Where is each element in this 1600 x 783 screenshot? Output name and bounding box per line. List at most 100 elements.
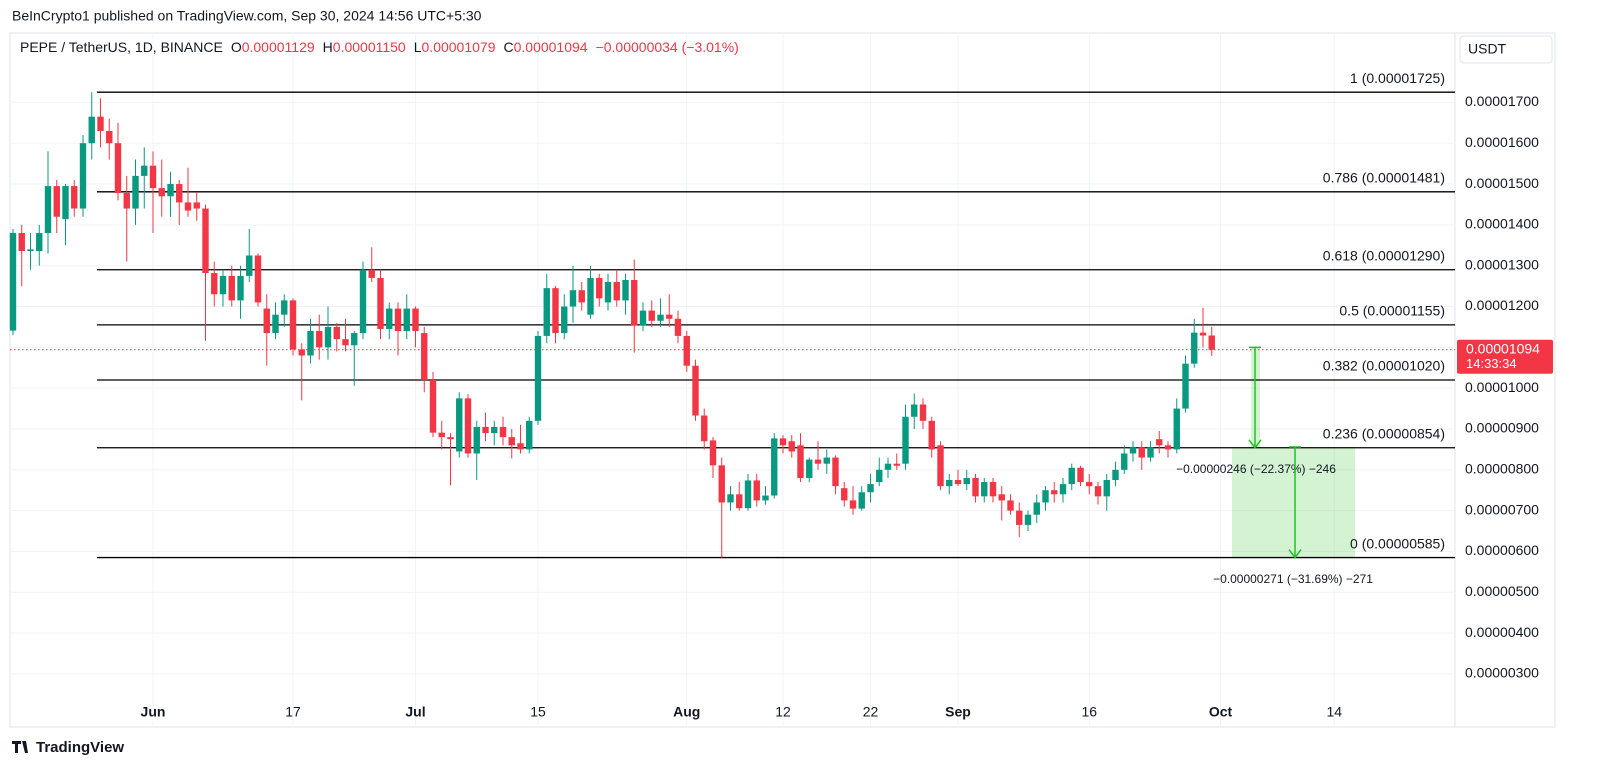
- candle-body: [1033, 502, 1040, 515]
- y-tick-label: 0.00000700: [1465, 501, 1539, 517]
- candle-body: [701, 415, 708, 442]
- candle-body: [867, 484, 874, 493]
- candle-body: [421, 333, 428, 380]
- candle-body: [351, 333, 358, 346]
- candle-body: [963, 477, 970, 485]
- ohlc-key: L: [414, 39, 422, 55]
- candle-body: [438, 432, 445, 438]
- ohlc-value: 0.00001129: [242, 39, 315, 55]
- candle-body: [211, 273, 218, 295]
- candle-body: [806, 459, 813, 478]
- candle-body: [176, 184, 183, 203]
- candle-body: [893, 463, 900, 466]
- candle-body: [1086, 482, 1093, 487]
- x-tick-label: 22: [863, 704, 879, 720]
- y-tick-label: 0.00000900: [1465, 420, 1539, 436]
- candle-body: [106, 130, 113, 144]
- candle-body: [79, 143, 87, 209]
- currency-box[interactable]: [1459, 35, 1553, 64]
- candle-body: [876, 469, 883, 483]
- candle-body: [683, 335, 690, 366]
- candle-body: [736, 494, 743, 509]
- candle-body: [36, 233, 43, 251]
- candle-body: [902, 416, 909, 464]
- candle-body: [832, 457, 839, 487]
- candle-body: [919, 404, 927, 421]
- candle-body: [491, 426, 498, 434]
- candle-body: [123, 193, 130, 209]
- candle-body: [989, 482, 997, 497]
- candle-body: [727, 494, 734, 503]
- candle-body: [911, 404, 918, 417]
- candle-body: [377, 277, 384, 329]
- fib-label: 0.5 (0.00001155): [1339, 303, 1445, 319]
- candle-body: [1051, 490, 1058, 495]
- y-tick-label: 0.00000800: [1465, 461, 1539, 477]
- y-tick-label: 0.00000300: [1465, 665, 1539, 681]
- y-tick-label: 0.00001700: [1465, 93, 1539, 109]
- candle-body: [456, 398, 463, 452]
- y-tick-label: 0.00001500: [1465, 175, 1539, 191]
- candle-body: [1059, 484, 1067, 495]
- countdown: 14:33:34: [1466, 356, 1517, 371]
- candle-body: [1199, 332, 1207, 336]
- candle-body: [9, 233, 17, 331]
- candle-body: [359, 269, 367, 334]
- candle-body: [631, 279, 638, 326]
- candle-body: [386, 308, 393, 329]
- candle-body: [403, 308, 410, 332]
- candle-body: [841, 488, 848, 501]
- price-box: [1457, 339, 1553, 374]
- candle-body: [578, 290, 585, 303]
- candle-body: [709, 440, 717, 466]
- candle-body: [972, 477, 979, 497]
- candle-body: [771, 438, 778, 496]
- symbol: PEPE / TetherUS, 1D, BINANCE: [20, 39, 223, 55]
- measure-label: −0.00000246 (−22.37%) −246: [1176, 462, 1336, 476]
- fib-label: 0.786 (0.00001481): [1323, 170, 1445, 186]
- arrow-head: [1248, 439, 1262, 450]
- candle-body: [141, 165, 148, 176]
- candle-body: [316, 331, 323, 348]
- measure-area: [1232, 446, 1355, 558]
- candle-body: [779, 438, 787, 446]
- fib-label: 0 (0.00000585): [1350, 535, 1445, 551]
- measure-label: −0.00000271 (−31.69%) −271: [1213, 572, 1373, 586]
- candle-body: [648, 310, 655, 321]
- x-tick-label: Aug: [673, 704, 700, 720]
- candle-body: [534, 335, 542, 421]
- candle-body: [526, 420, 533, 450]
- candle-body: [254, 255, 262, 303]
- candle-body: [447, 437, 454, 440]
- candle-body: [613, 282, 620, 301]
- candle-body: [132, 175, 139, 209]
- candle-body: [1024, 514, 1032, 525]
- footer-logo: TradingView: [36, 739, 124, 756]
- candle-body: [954, 480, 962, 485]
- ohlc-value: 0.00001094: [514, 39, 588, 55]
- candle-body: [884, 463, 892, 470]
- candle-body: [946, 480, 953, 487]
- candle-body: [692, 365, 699, 416]
- currency[interactable]: USDT: [1468, 41, 1507, 57]
- candle-body: [1121, 453, 1128, 470]
- candle-body: [552, 288, 559, 334]
- candle-body: [666, 314, 673, 319]
- candle-body: [1138, 447, 1145, 458]
- fib-label: 0.618 (0.00001290): [1323, 247, 1445, 263]
- candle-body: [718, 465, 725, 503]
- candle-body: [44, 186, 52, 234]
- candle-body: [596, 277, 603, 299]
- candle-body: [1016, 510, 1023, 525]
- candle-body: [71, 186, 78, 209]
- y-tick-label: 0.00000600: [1465, 542, 1539, 558]
- candle-body: [1094, 486, 1102, 497]
- candle-body: [1068, 467, 1075, 485]
- candle-body: [342, 339, 349, 346]
- candle-body: [508, 437, 515, 446]
- x-tick-label: 17: [285, 704, 301, 720]
- candle-body: [998, 494, 1005, 501]
- y-tick-label: 0.00000400: [1465, 624, 1539, 640]
